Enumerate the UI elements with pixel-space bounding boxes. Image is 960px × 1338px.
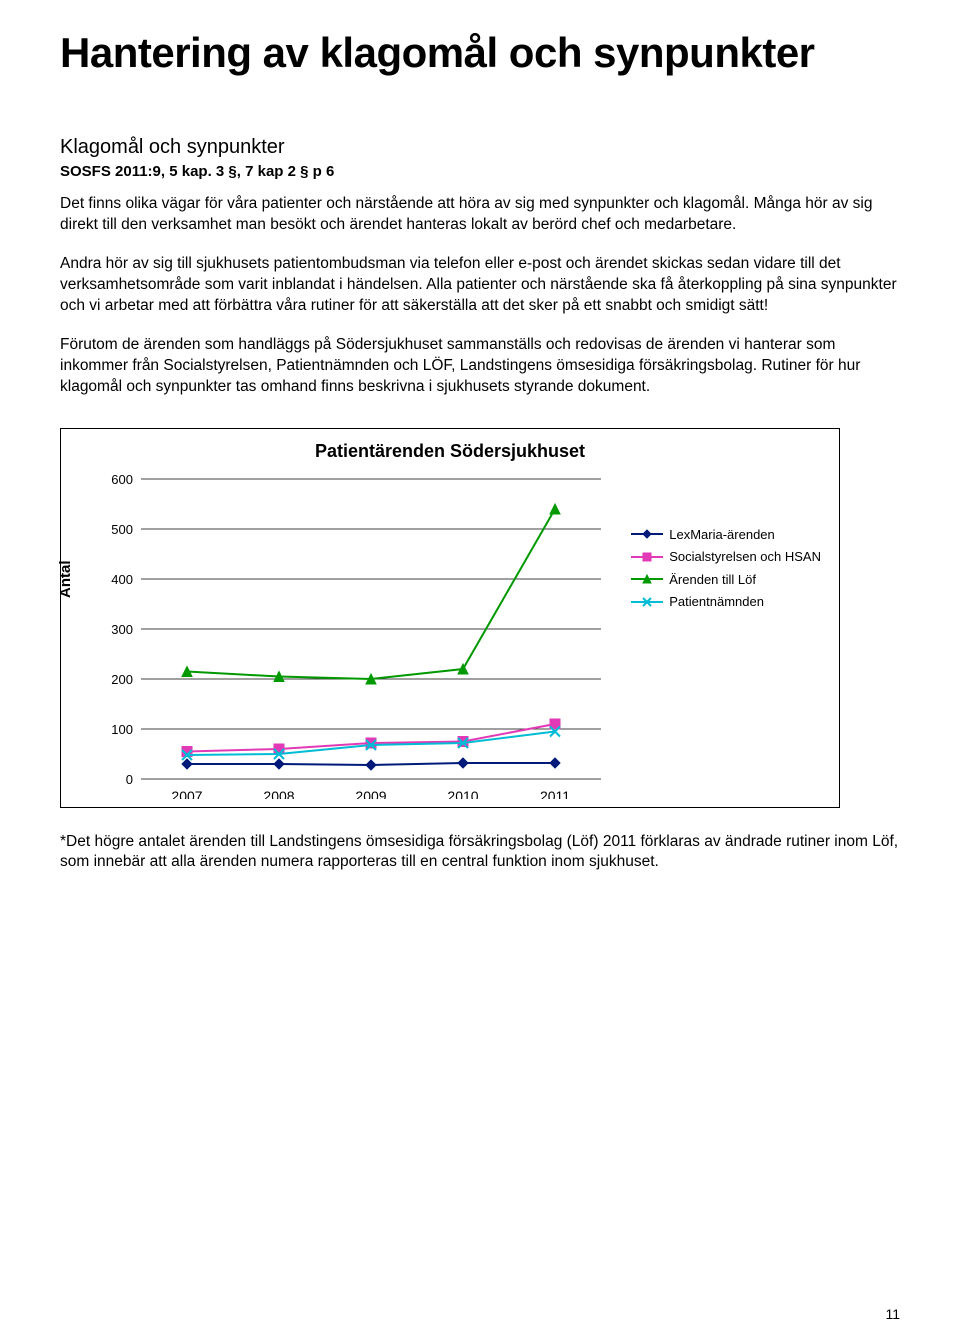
legend-line-icon [631,601,663,603]
legend-row: LexMaria-ärenden [631,525,821,545]
svg-text:600: 600 [111,472,133,487]
legend-line-icon [631,533,663,535]
legend-label: Patientnämnden [669,592,764,612]
legend-row: Socialstyrelsen och HSAN [631,547,821,567]
svg-text:100: 100 [111,722,133,737]
chart-container: Patientärenden Södersjukhuset Antal 0 100… [60,428,840,808]
section-subheading: Klagomål och synpunkter [60,136,900,159]
svg-text:2009: 2009 [355,788,386,799]
svg-text:500: 500 [111,522,133,537]
svg-text:2007: 2007 [171,788,202,799]
legend-line-icon [631,578,663,580]
chart-title: Patientärenden Södersjukhuset [61,441,839,462]
legend-label: Ärenden till Löf [669,570,756,590]
svg-text:0: 0 [126,772,133,787]
paragraph-1: Det finns olika vägar för våra patienter… [60,194,900,236]
legend-row: Patientnämnden [631,592,821,612]
chart-legend: LexMaria-ärendenSocialstyrelsen och HSAN… [631,525,821,615]
svg-text:2008: 2008 [263,788,294,799]
page-number: 11 [885,1306,900,1322]
chart-y-axis-label: Antal [57,560,74,598]
page-title: Hantering av klagomål och synpunkter [60,30,900,76]
legend-row: Ärenden till Löf [631,570,821,590]
svg-text:200: 200 [111,672,133,687]
svg-text:400: 400 [111,572,133,587]
chart-footnote: *Det högre antalet ärenden till Landstin… [60,832,900,874]
svg-text:300: 300 [111,622,133,637]
legend-label: LexMaria-ärenden [669,525,775,545]
paragraph-3: Förutom de ärenden som handläggs på Söde… [60,335,900,398]
sosfs-reference: SOSFS 2011:9, 5 kap. 3 §, 7 kap 2 § p 6 [60,163,900,180]
chart-svg: 0 100 200 300 400 500 600 2007 2008 2009 2010 2011 [81,469,621,799]
legend-line-icon [631,556,663,558]
svg-text:2010: 2010 [447,788,478,799]
legend-label: Socialstyrelsen och HSAN [669,547,821,567]
paragraph-2: Andra hör av sig till sjukhusets patient… [60,254,900,317]
svg-text:2011: 2011 [540,788,570,799]
